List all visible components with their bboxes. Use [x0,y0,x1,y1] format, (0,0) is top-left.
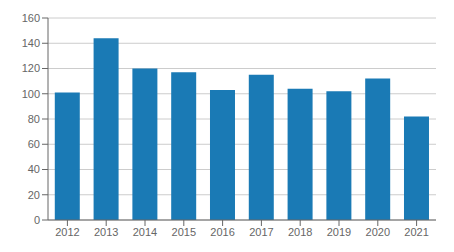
svg-text:2016: 2016 [210,226,234,238]
svg-text:2019: 2019 [327,226,351,238]
svg-text:160: 160 [22,12,40,24]
svg-text:2015: 2015 [172,226,196,238]
svg-text:2012: 2012 [55,226,79,238]
svg-text:120: 120 [22,62,40,74]
svg-text:2021: 2021 [404,226,428,238]
svg-text:100: 100 [22,88,40,100]
svg-text:140: 140 [22,37,40,49]
svg-text:2020: 2020 [366,226,390,238]
svg-text:40: 40 [28,163,40,175]
svg-text:2014: 2014 [133,226,157,238]
svg-text:60: 60 [28,138,40,150]
svg-text:2013: 2013 [94,226,118,238]
svg-text:80: 80 [28,113,40,125]
svg-text:2017: 2017 [249,226,273,238]
svg-text:20: 20 [28,189,40,201]
svg-text:0: 0 [34,214,40,226]
svg-text:2018: 2018 [288,226,312,238]
